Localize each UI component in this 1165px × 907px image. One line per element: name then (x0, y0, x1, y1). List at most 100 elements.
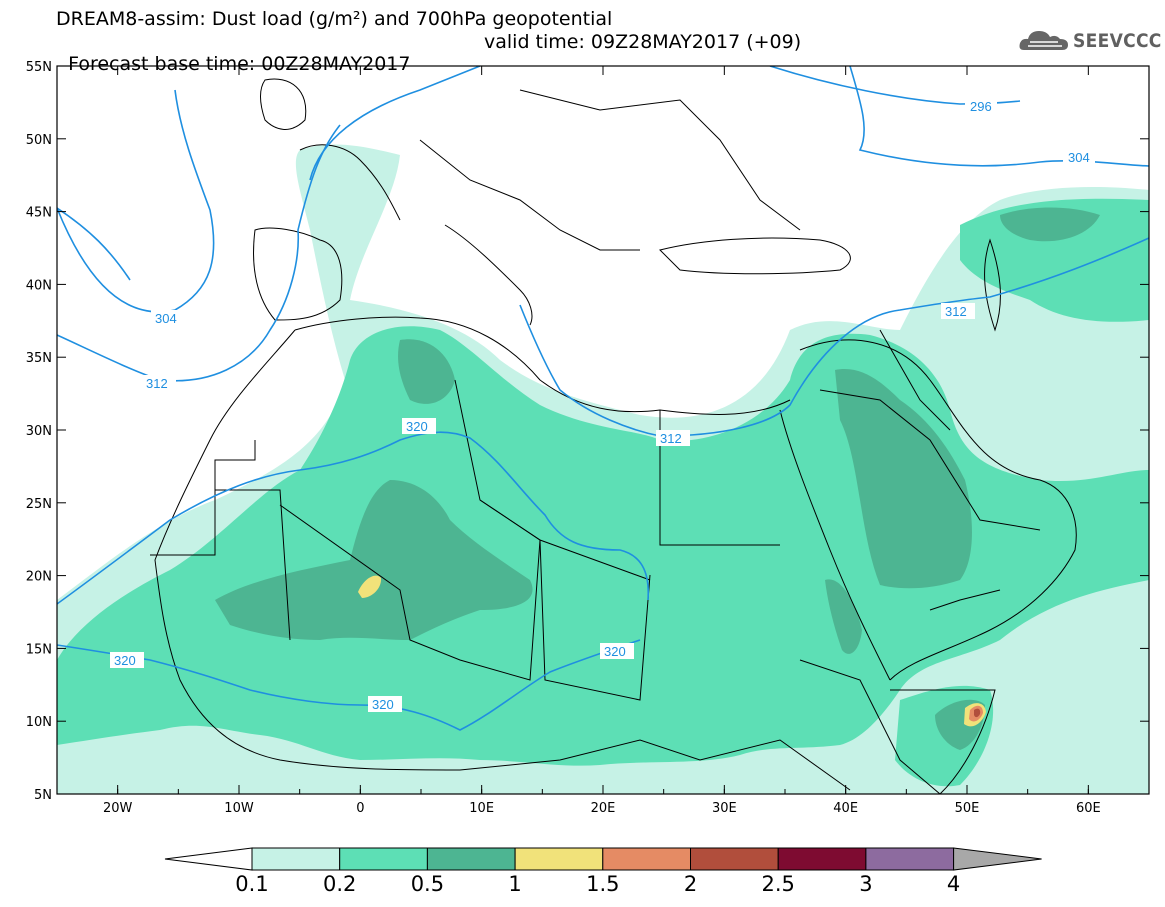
dust-level-0.5-caspian (1000, 207, 1100, 242)
lon-label: 0 (356, 801, 364, 816)
valid-time: valid time: 09Z28MAY2017 (+09) (484, 31, 802, 53)
contour-312-west (57, 124, 341, 382)
dust-level-0.5-sahel (215, 480, 533, 640)
lat-label: 50N (26, 133, 52, 148)
cloud-logo-icon (1019, 31, 1068, 50)
colorbar-label: 1.5 (586, 872, 619, 896)
lat-label: 40N (26, 278, 52, 293)
border-sahara-west (214, 440, 256, 490)
lon-label: 20E (591, 801, 616, 816)
contour-label-320-west: 320 (114, 653, 136, 668)
logo-text: SEEVCCC (1073, 30, 1162, 52)
contour-label-320-east: 320 (604, 644, 626, 659)
coast-caspian (984, 238, 1001, 332)
border-yemen (929, 589, 1001, 611)
seevccc-logo: SEEVCCC (1018, 26, 1161, 56)
lat-label: 20N (26, 570, 52, 585)
dust-level-0.5-arabia (835, 369, 972, 589)
border-iraq-iran (879, 329, 951, 431)
contour-320-south (57, 639, 641, 731)
colorbar-label: 0.2 (323, 872, 356, 896)
contour-296 (769, 66, 1021, 105)
coast-north-africa (294, 316, 791, 415)
colorbar-label: 1 (508, 872, 521, 896)
contour-label-312-west: 312 (146, 376, 168, 391)
base-time: Forecast base time: 00Z28MAY2017 (68, 53, 411, 75)
lat-label: 30N (26, 424, 52, 439)
colorbar-swatch (251, 847, 341, 871)
contour-label-304-west: 304 (155, 311, 177, 326)
colorbar-swatch (865, 847, 955, 871)
colorbar-swatch (426, 847, 516, 871)
latitude-labels: 55N 50N 45N 40N 35N 30N 25N 20N 15N 10N 5N (26, 60, 52, 803)
contour-label-312-east: 312 (945, 304, 967, 319)
border-ethiopia (799, 659, 941, 794)
colorbar-label: 2 (684, 872, 697, 896)
dust-level-0.5-algeria (398, 339, 455, 404)
coast-italy (444, 224, 533, 326)
border-central-africa (459, 739, 851, 791)
lat-label: 10N (26, 715, 52, 730)
coast-west-africa (154, 329, 461, 771)
axis-ticks (56, 66, 1150, 794)
contour-label-312-mid: 312 (660, 431, 682, 446)
colorbar-swatch (602, 847, 691, 871)
dust-field (57, 144, 1149, 794)
lon-label: 20W (103, 801, 133, 816)
dust-level-0.5-redsea (825, 579, 862, 654)
colorbar-under-triangle (164, 847, 253, 871)
lat-label: 5N (34, 788, 52, 803)
coast-horn-africa (889, 689, 996, 794)
coast-arabia (799, 339, 1077, 681)
dust-level-2-somalia (974, 708, 981, 718)
border-mauritania (150, 489, 291, 641)
contour-320-north (57, 431, 650, 605)
colorbar-label: 3 (859, 872, 872, 896)
colorbar-swatch (777, 847, 867, 871)
geopotential-contours (57, 66, 1149, 731)
lat-label: 45N (26, 206, 52, 221)
dust-level-0.2-north (960, 198, 1149, 322)
coast-red-sea (779, 409, 891, 681)
lon-label: 40E (833, 801, 858, 816)
lat-label: 55N (26, 60, 52, 75)
border-saudi (819, 389, 1041, 531)
contour-label-320-north: 320 (406, 419, 428, 434)
colorbar-swatch (514, 847, 604, 871)
coast-france (299, 144, 401, 221)
contour-312-mid (519, 237, 1149, 437)
contour-label-304-east: 304 (1068, 150, 1090, 165)
colorbar-swatch (690, 847, 779, 871)
contour-304-north (57, 89, 215, 313)
colorbar-label: 2.5 (761, 872, 794, 896)
border-chad-sudan (539, 539, 651, 701)
map-title: DREAM8-assim: Dust load (g/m²) and 700hP… (56, 8, 613, 30)
border-europe-east (519, 89, 801, 231)
border-egypt (659, 410, 780, 546)
border-algeria-libya (454, 379, 651, 581)
longitude-labels: 20W 10W 0 10E 20E 30E 40E 50E 60E (103, 801, 1101, 816)
lon-label: 60E (1076, 801, 1101, 816)
colorbar-over-triangle (953, 847, 1042, 871)
coast-iberia (253, 227, 343, 321)
coast-black-sea (659, 237, 851, 275)
lon-label: 50E (955, 801, 980, 816)
country-borders (150, 78, 1077, 794)
lat-label: 35N (26, 351, 52, 366)
contour-label-296: 296 (970, 99, 992, 114)
border-europe-mid (419, 139, 640, 251)
dust-level-1-sahara (358, 575, 382, 598)
colorbar-label: 0.1 (235, 872, 268, 896)
colorbar-swatch (339, 847, 428, 871)
colorbar-label: 0.5 (411, 872, 444, 896)
colorbar: 0.1 0.2 0.5 1 1.5 2 2.5 3 4 (164, 847, 1042, 896)
colorbar-label: 4 (947, 872, 960, 896)
coast-uk (260, 78, 307, 130)
contour-labels: 296 304 304 312 312 312 320 320 320 320 (110, 98, 1095, 712)
contour-label-320-south: 320 (372, 697, 394, 712)
lat-label: 15N (26, 642, 52, 657)
lat-label: 25N (26, 497, 52, 512)
lon-label: 10E (469, 801, 494, 816)
forecast-time-line: Forecast base time: 00Z28MAY2017 valid t… (56, 31, 801, 97)
